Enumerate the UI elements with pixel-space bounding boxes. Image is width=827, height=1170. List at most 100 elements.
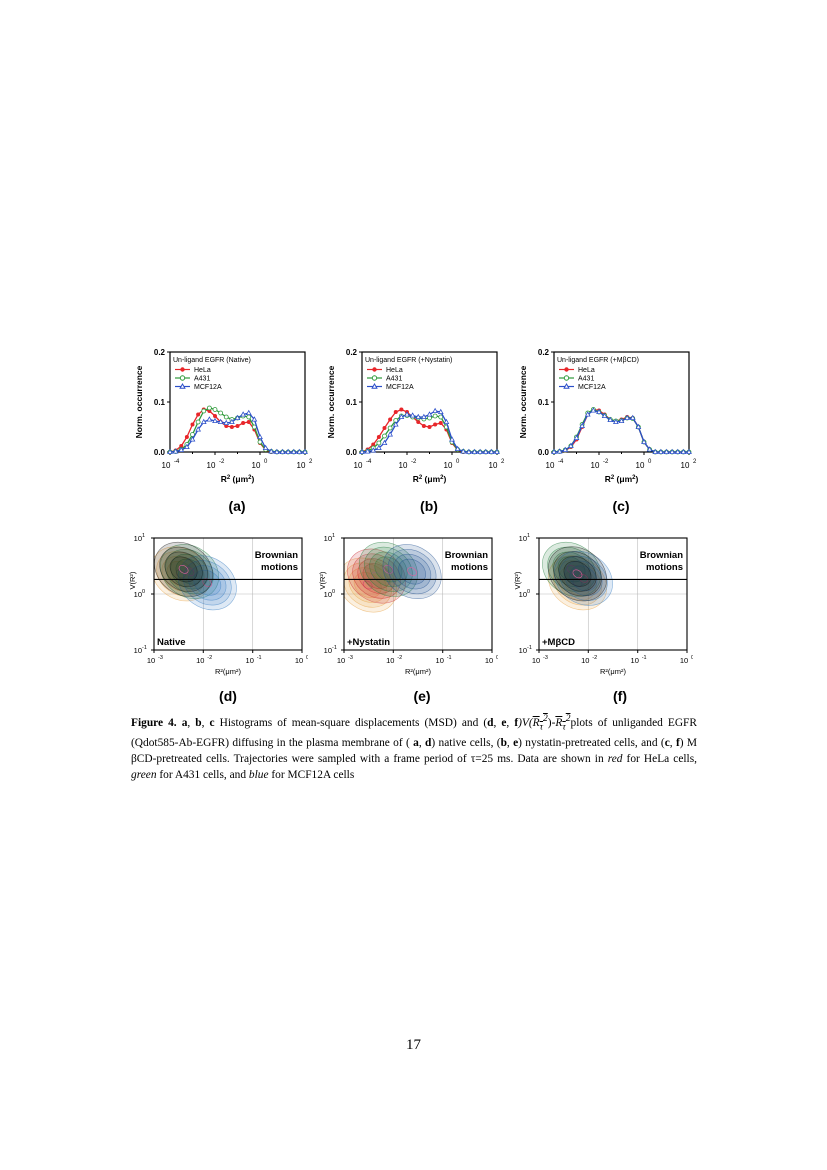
y-tick-label: 0.1 [346,398,358,407]
data-point [433,422,438,427]
x-tick-label: 10 [162,461,171,470]
legend-marker [372,367,377,372]
data-point [635,423,642,429]
data-point [573,434,580,440]
x-tick-label: 10 [295,656,303,665]
density-peak-contour [178,565,189,574]
data-point [556,448,563,454]
x-tick-exponent: -2 [207,655,212,661]
data-point [189,436,196,442]
data-point [359,448,365,454]
data-point [409,412,416,418]
contour-area [154,538,302,650]
legend-label: A431 [194,376,210,383]
contour-area [344,538,492,650]
y-tick-label: 10 [519,590,527,599]
x-tick-exponent: -1 [642,655,647,661]
region-label: Brownian [445,550,488,561]
x-tick-label: 10 [436,656,444,665]
y-tick-exponent: -1 [142,645,147,651]
legend-label: HeLa [194,367,211,374]
condition-label: +Nystatin [347,637,390,648]
data-point [302,448,308,454]
x-tick-label: 10 [680,656,688,665]
legend-label: MCF12A [386,384,414,391]
region-label: motions [451,562,488,573]
panel-label-e: (e) [413,688,431,704]
legend-label: HeLa [386,367,403,374]
data-point [427,415,432,421]
density-peak-contour [578,573,589,583]
data-point [212,417,218,423]
y-tick-exponent: -1 [332,645,337,651]
data-point [432,407,439,413]
x-tick-exponent: -4 [558,459,564,465]
data-point [601,412,608,418]
data-point [427,425,432,429]
data-point [206,405,212,411]
x-tick-label: 10 [532,656,540,665]
data-point [629,414,636,420]
data-point [680,448,687,454]
panel-label-b: (b) [420,498,438,514]
data-point [200,418,207,424]
x-tick-label: 10 [147,656,155,665]
x-tick-label: 10 [354,461,363,470]
x-tick-exponent: -2 [219,459,225,465]
data-point [375,444,382,450]
legend-marker [563,375,570,381]
legend-label: HeLa [578,367,595,374]
x-tick-label: 10 [399,461,408,470]
legend-label: MCF12A [578,384,606,391]
data-point [228,418,235,424]
data-point [279,448,286,454]
density-contour [563,560,592,587]
x-axis-label: R2 (μm2) [605,474,639,484]
y-tick-label: 0.0 [154,448,166,457]
x-tick-exponent: -2 [603,459,609,465]
x-tick-label: 10 [297,461,306,470]
region-label: Brownian [640,550,683,561]
data-point [652,448,659,454]
data-point [686,448,692,454]
data-point [404,411,410,417]
legend-label: A431 [386,376,402,383]
data-point [460,448,467,454]
plot-frame [361,351,498,453]
data-point [388,417,393,422]
data-point [364,448,371,454]
density-peak-contour [572,569,583,579]
data-point [657,448,664,454]
panel-label-f: (f) [613,688,627,704]
x-tick-exponent: 0 [456,459,460,465]
data-point [213,414,217,418]
data-point [240,411,247,417]
y-tick-label: 10 [519,534,527,543]
figure-caption: Figure 4. a, b, c Histograms of mean-squ… [131,714,698,782]
data-point [262,444,269,450]
y-tick-label: 0.2 [538,348,550,357]
data-point [179,444,184,448]
x-tick-label: 10 [489,461,498,470]
data-point [392,421,399,427]
data-point [590,407,597,413]
x-tick-label: 10 [196,656,204,665]
x-axis-label: R²(μm²) [405,667,431,676]
y-tick-label: 10 [519,646,527,655]
data-point [438,421,443,425]
legend-title: Un-ligand EGFR (+Nystatin) [365,357,452,364]
y-tick-label: 10 [134,646,142,655]
data-point [669,448,676,454]
x-tick-label: 10 [681,461,690,470]
data-point [421,424,426,428]
data-point [183,443,190,449]
x-axis-label: R2 (μm2) [221,474,255,484]
data-point [454,445,461,451]
caption-figure-label: Figure 4. [131,716,177,729]
density-peak-contour [184,567,195,576]
region-label: Brownian [255,550,298,561]
data-point [245,409,252,415]
data-point [251,416,258,422]
data-point [376,440,382,446]
